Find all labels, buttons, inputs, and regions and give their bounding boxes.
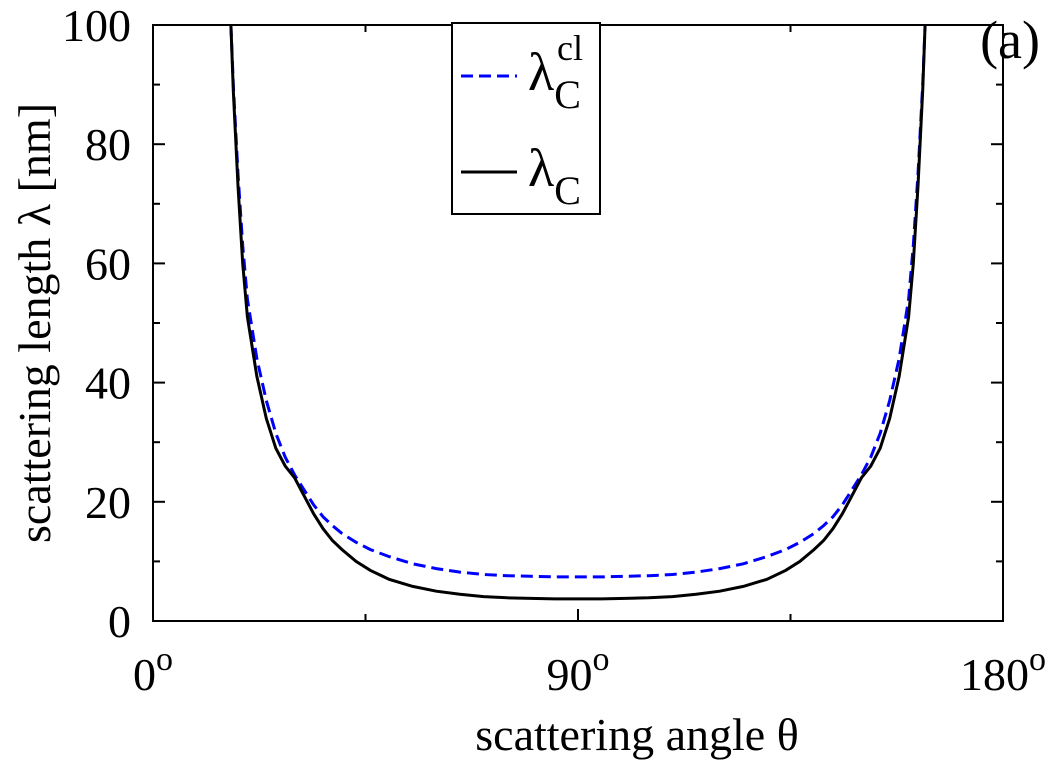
legend: λCcl λC <box>451 22 601 215</box>
y-tick-label: 20 <box>85 477 131 528</box>
x-tick-label: 0o <box>133 641 173 700</box>
legend-box <box>451 22 601 215</box>
y-axis-label: scattering length λ [nm] <box>9 103 60 543</box>
y-tick-label: 100 <box>62 0 131 51</box>
y-tick-label: 0 <box>108 596 131 647</box>
panel-label: (a) <box>980 10 1040 70</box>
x-tick-label: 90o <box>547 641 610 700</box>
y-tick-label: 40 <box>85 358 131 409</box>
ticks-layer: 0 20 40 60 80 100 0o 90o 180o <box>62 0 1046 700</box>
series-line-0 <box>229 25 927 579</box>
legend-label-1: λC <box>528 138 581 213</box>
series-layer <box>229 25 927 601</box>
y-tick-label: 80 <box>85 119 131 170</box>
x-tick-label: 180o <box>960 641 1046 700</box>
series-line-1 <box>229 25 927 601</box>
x-axis-label: scattering angle θ <box>475 709 798 760</box>
legend-label-0: λCcl <box>528 28 583 117</box>
y-tick-label: 60 <box>85 238 131 289</box>
